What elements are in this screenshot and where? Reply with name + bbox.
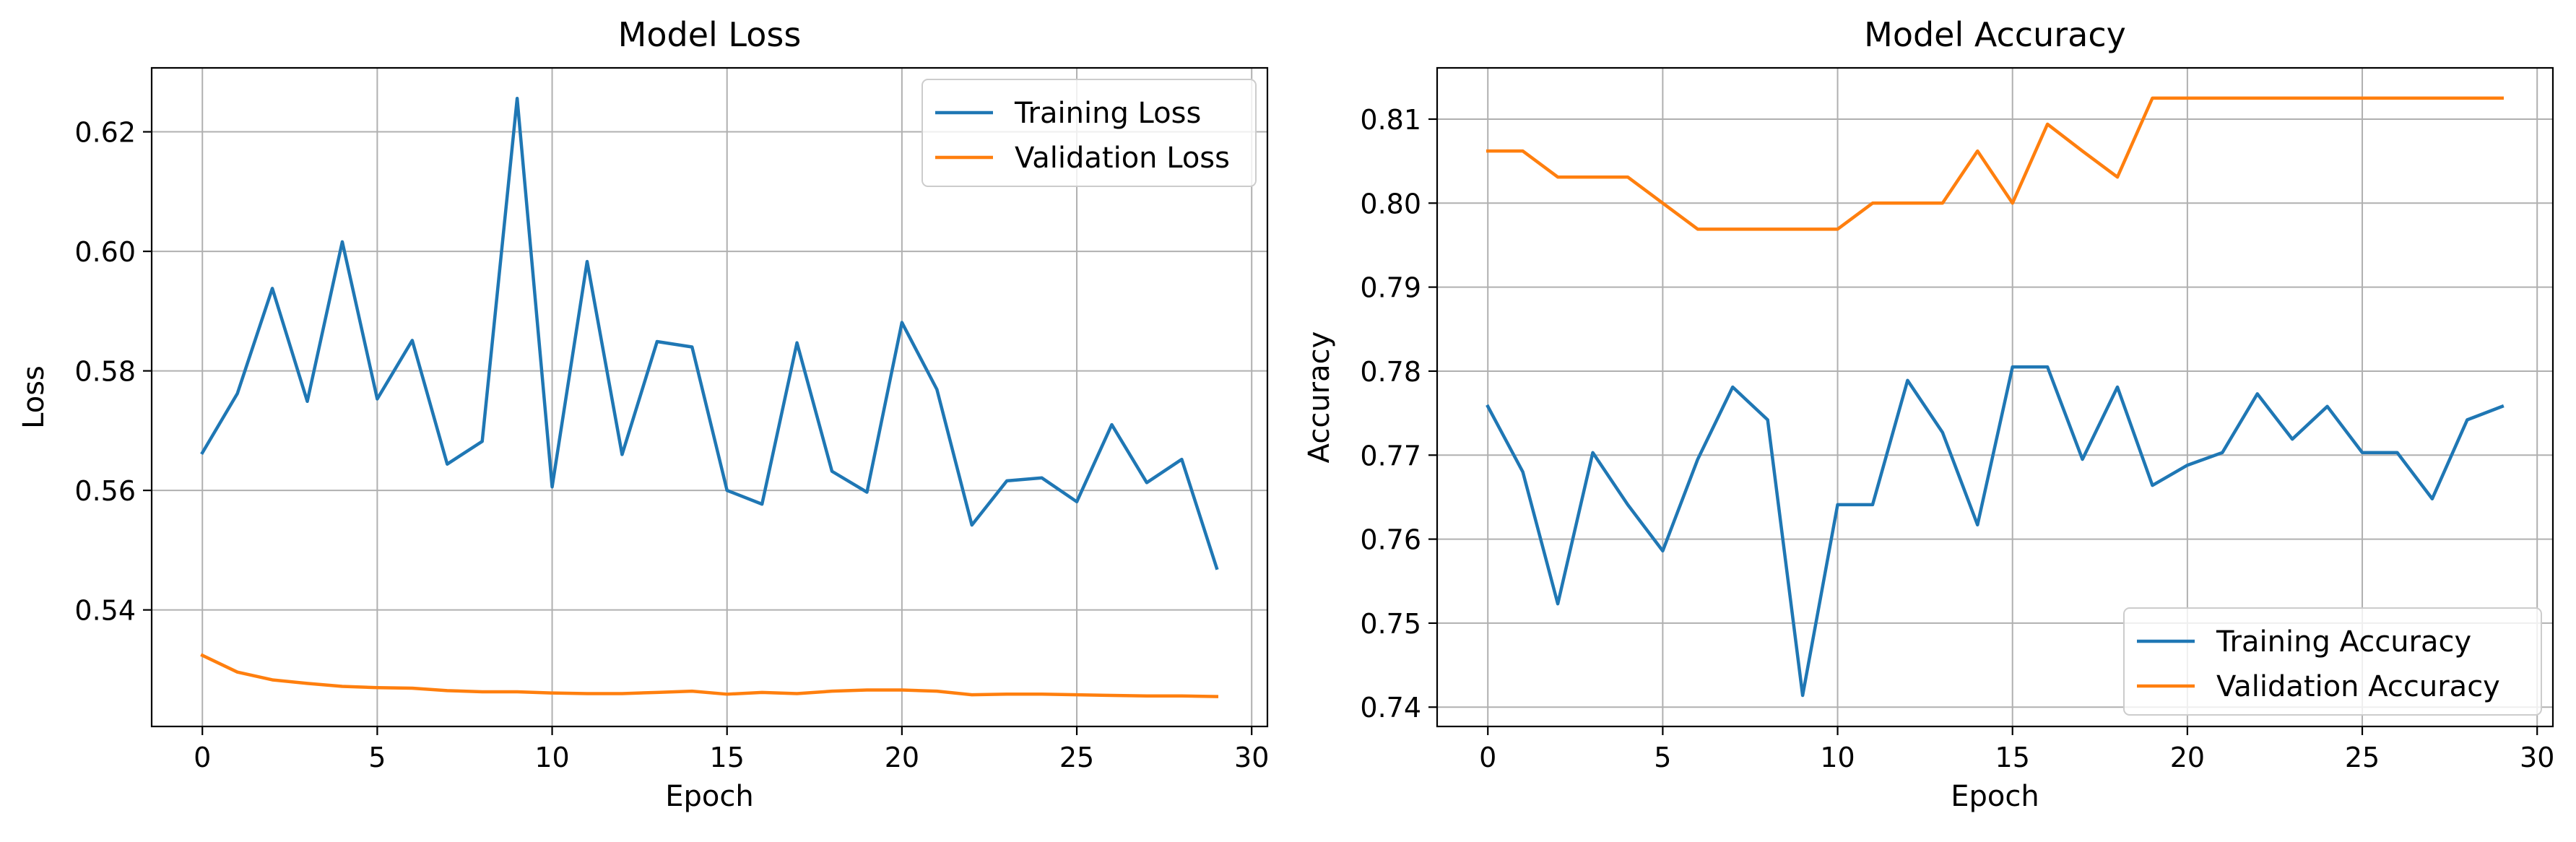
x-tick-label: 20 bbox=[2170, 742, 2205, 773]
x-tick-label: 5 bbox=[368, 742, 386, 773]
y-tick-label: 0.62 bbox=[74, 117, 136, 149]
x-tick-label: 30 bbox=[2520, 742, 2554, 773]
y-axis-label: Accuracy bbox=[1303, 331, 1336, 464]
y-tick-label: 0.74 bbox=[1360, 692, 1421, 724]
y-tick-label: 0.60 bbox=[74, 236, 136, 268]
y-tick-label: 0.80 bbox=[1360, 188, 1421, 220]
y-tick-label: 0.81 bbox=[1360, 104, 1421, 136]
x-tick-label: 0 bbox=[1479, 742, 1496, 773]
x-tick-label: 5 bbox=[1654, 742, 1671, 773]
y-tick-label: 0.77 bbox=[1360, 440, 1421, 472]
y-axis-label: Loss bbox=[17, 365, 51, 429]
x-tick-label: 10 bbox=[534, 742, 569, 773]
y-tick-label: 0.56 bbox=[74, 475, 136, 507]
legend-label-1: Training Loss bbox=[1014, 97, 1201, 130]
y-tick-label: 0.76 bbox=[1360, 524, 1421, 556]
y-tick-label: 0.79 bbox=[1360, 272, 1421, 304]
y-tick-label: 0.75 bbox=[1360, 608, 1421, 640]
chart-panel-2: 0 5 10 15 20 25 30 0.74 0.75 0.76 0.77 0.78 0.79 0.80… bbox=[1303, 15, 2554, 813]
legend: Training Loss Validation Loss bbox=[921, 79, 1257, 187]
series-line-1 bbox=[200, 96, 1219, 570]
x-axis-label: Epoch bbox=[665, 780, 753, 813]
y-tick-label: 0.54 bbox=[74, 595, 136, 627]
axes-frame bbox=[150, 66, 1269, 728]
legend-box bbox=[2123, 607, 2542, 716]
legend-label-2: Validation Loss bbox=[1015, 142, 1230, 175]
series-line-1 bbox=[1486, 365, 2505, 698]
x-tick-label: 15 bbox=[1995, 742, 2030, 773]
chart-title: Model Accuracy bbox=[1864, 15, 2126, 54]
series-line-2 bbox=[1486, 96, 2505, 231]
legend-label-1: Training Accuracy bbox=[2216, 625, 2471, 659]
x-tick-label: 20 bbox=[885, 742, 919, 773]
x-axis-label: Epoch bbox=[1951, 780, 2039, 813]
y-tick-label: 0.78 bbox=[1360, 356, 1421, 388]
series-line-2 bbox=[200, 653, 1219, 698]
y-tick-label: 0.58 bbox=[74, 356, 136, 388]
x-tick-label: 0 bbox=[194, 742, 211, 773]
x-tick-label: 25 bbox=[1059, 742, 1094, 773]
x-tick-label: 25 bbox=[2345, 742, 2380, 773]
legend-box bbox=[921, 79, 1257, 187]
x-tick-label: 30 bbox=[1234, 742, 1269, 773]
axes-frame bbox=[1436, 66, 2554, 728]
x-tick-label: 10 bbox=[1820, 742, 1855, 773]
chart-title: Model Loss bbox=[618, 15, 802, 54]
legend-label-2: Validation Accuracy bbox=[2216, 670, 2500, 703]
chart-panel-1: 0 5 10 15 20 25 30 0.54 0.56 0.58 0.60 0.62 Model Lo… bbox=[17, 15, 1269, 813]
x-tick-label: 15 bbox=[710, 742, 745, 773]
legend: Training Accuracy Validation Accuracy bbox=[2123, 607, 2542, 716]
